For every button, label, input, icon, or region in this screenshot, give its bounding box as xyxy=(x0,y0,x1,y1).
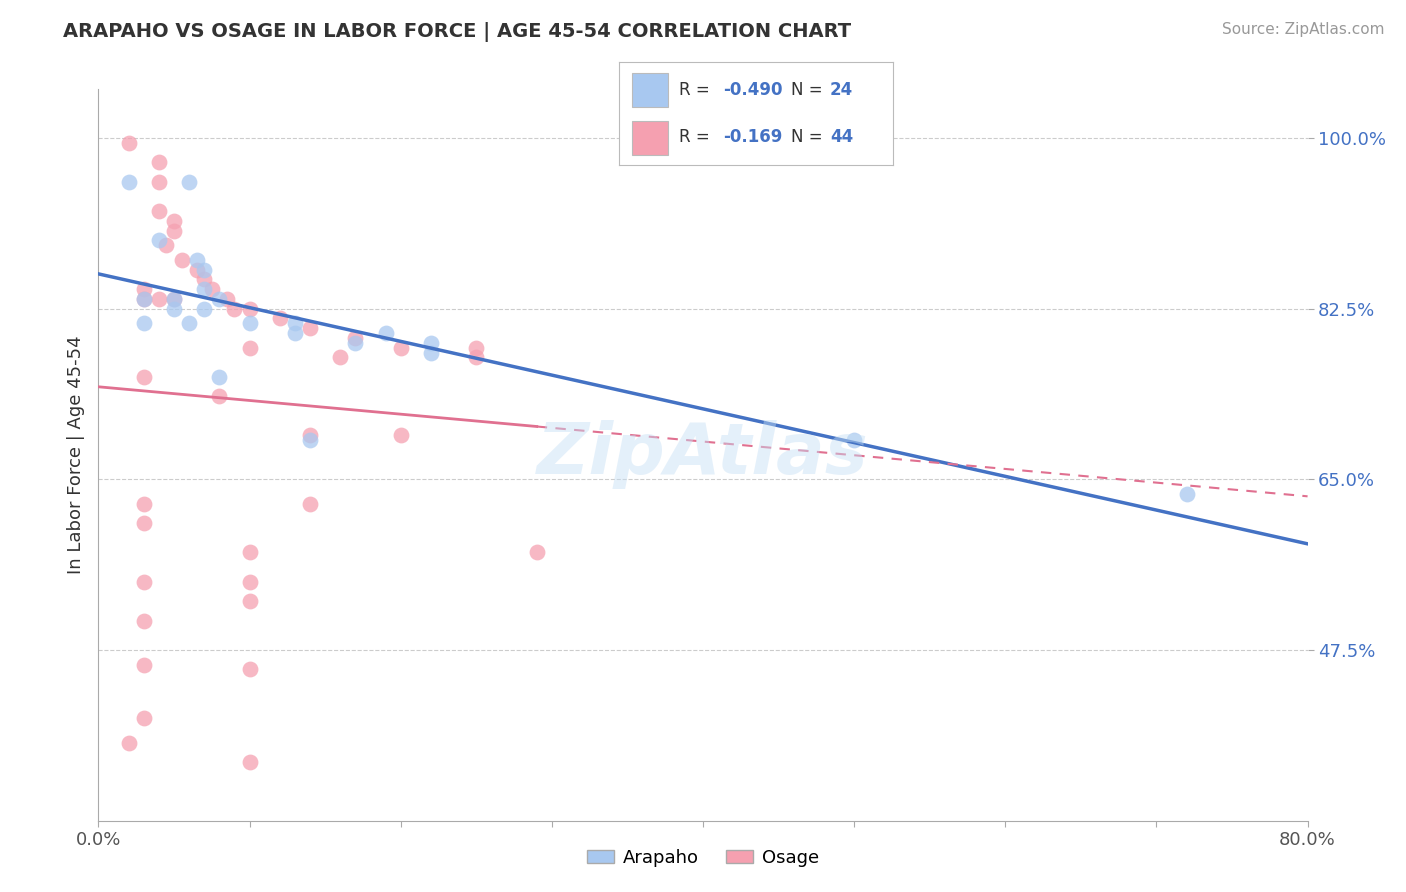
Bar xyxy=(633,121,668,155)
Point xyxy=(148,233,170,247)
Point xyxy=(148,175,170,189)
Point xyxy=(193,282,215,296)
Point xyxy=(132,370,155,384)
Point xyxy=(389,428,412,442)
Point xyxy=(155,238,177,252)
Point xyxy=(163,292,186,306)
Point xyxy=(239,545,262,559)
Point xyxy=(329,351,352,365)
Point xyxy=(465,341,488,355)
Point xyxy=(239,341,262,355)
Bar xyxy=(633,73,668,106)
Point xyxy=(526,545,548,559)
Point xyxy=(284,326,307,340)
Text: R =: R = xyxy=(679,81,716,99)
Point xyxy=(215,292,238,306)
Text: N =: N = xyxy=(792,81,828,99)
Point xyxy=(186,252,208,267)
Text: 44: 44 xyxy=(830,128,853,146)
Point xyxy=(118,736,141,750)
Text: ARAPAHO VS OSAGE IN LABOR FORCE | AGE 45-54 CORRELATION CHART: ARAPAHO VS OSAGE IN LABOR FORCE | AGE 45… xyxy=(63,22,852,42)
Point xyxy=(239,574,262,589)
Point xyxy=(299,321,322,335)
Point xyxy=(299,497,322,511)
Point xyxy=(344,335,367,350)
Point xyxy=(163,292,186,306)
Point xyxy=(208,292,231,306)
Point xyxy=(132,497,155,511)
Text: ZipAtlas: ZipAtlas xyxy=(537,420,869,490)
Point xyxy=(269,311,291,326)
Point xyxy=(224,301,246,316)
Y-axis label: In Labor Force | Age 45-54: In Labor Force | Age 45-54 xyxy=(66,335,84,574)
Point xyxy=(118,175,141,189)
Point xyxy=(1175,487,1198,501)
Point xyxy=(170,252,193,267)
Text: -0.169: -0.169 xyxy=(723,128,782,146)
Point xyxy=(132,614,155,628)
Point xyxy=(132,516,155,531)
Point xyxy=(132,292,155,306)
Point xyxy=(179,175,201,189)
Point xyxy=(186,262,208,277)
Point xyxy=(239,316,262,330)
Point xyxy=(132,292,155,306)
Text: -0.490: -0.490 xyxy=(723,81,782,99)
Point xyxy=(148,292,170,306)
Point xyxy=(420,345,443,359)
Point xyxy=(344,331,367,345)
Point xyxy=(163,224,186,238)
Text: N =: N = xyxy=(792,128,828,146)
Point xyxy=(193,262,215,277)
Point xyxy=(193,272,215,286)
Point xyxy=(299,434,322,448)
Point xyxy=(389,341,412,355)
Point xyxy=(374,326,396,340)
Point xyxy=(132,657,155,672)
Point xyxy=(239,755,262,769)
Point xyxy=(239,301,262,316)
Point xyxy=(148,155,170,169)
Point xyxy=(193,301,215,316)
Point xyxy=(132,711,155,725)
Point xyxy=(239,594,262,608)
Point xyxy=(284,316,307,330)
Point xyxy=(179,316,201,330)
Point xyxy=(208,389,231,403)
Point xyxy=(299,428,322,442)
Point xyxy=(201,282,224,296)
Legend: Arapaho, Osage: Arapaho, Osage xyxy=(579,841,827,874)
Text: R =: R = xyxy=(679,128,716,146)
Text: Source: ZipAtlas.com: Source: ZipAtlas.com xyxy=(1222,22,1385,37)
Point xyxy=(132,316,155,330)
Point xyxy=(844,434,866,448)
Point xyxy=(118,136,141,150)
Text: 24: 24 xyxy=(830,81,853,99)
Point xyxy=(465,351,488,365)
Point xyxy=(420,335,443,350)
Point xyxy=(163,301,186,316)
Point xyxy=(163,214,186,228)
Point xyxy=(132,282,155,296)
Point xyxy=(148,204,170,219)
Point xyxy=(239,663,262,677)
Point xyxy=(132,574,155,589)
Point xyxy=(208,370,231,384)
